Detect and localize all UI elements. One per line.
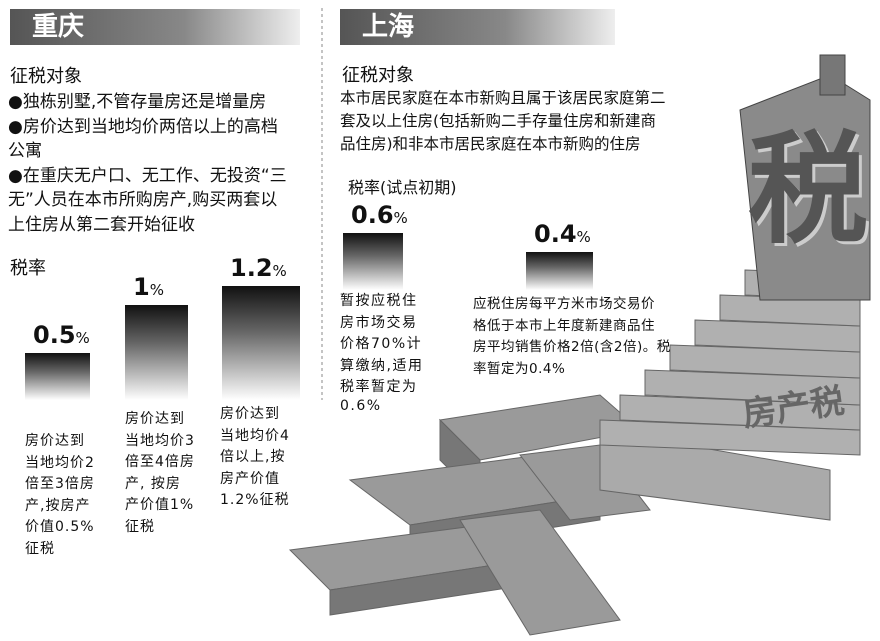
rate-description: 倍至4倍房 [125, 454, 195, 470]
rate-unit: % [149, 281, 164, 299]
rate-value: 1 [133, 273, 150, 301]
rate-description: 倍以上,按 [220, 449, 286, 465]
rate-description: 产, 按房 [125, 475, 181, 492]
rate-description: 价值0.5% [25, 519, 95, 535]
rate-unit: % [393, 209, 408, 227]
stairs [599, 269, 861, 456]
rate-bar [343, 233, 403, 290]
subject-heading: 征税对象 [342, 65, 414, 86]
rate-description: 房价达到 [125, 411, 185, 427]
rate-description: 房产价值 [220, 470, 280, 487]
rate-description: 暂按应税住 [340, 293, 418, 309]
rate-description: 应税住房每平方米市场交易价 [473, 296, 655, 312]
section-title: 上海 [340, 9, 615, 45]
rate-value: 0.5 [33, 320, 76, 349]
rate-bar [222, 286, 300, 400]
rate-description: 价格70%计 [340, 336, 423, 352]
rate-description: 率暂定为0.4% [473, 360, 566, 377]
building [739, 54, 871, 301]
rate-description: 当地均价4 [220, 427, 290, 444]
rate-value: 0.4 [534, 220, 577, 248]
rate-description: 房平均销售价格2倍(含2倍)。税 [473, 339, 671, 355]
rate-description: 房价达到 [220, 406, 280, 422]
rate-description: 税率暂定为 [340, 379, 418, 395]
rate-heading: 税率 [10, 258, 46, 279]
subject-line: 本市居民家庭在本市新购且属于该居民家庭第二 [340, 89, 666, 107]
subject-line: 品住房)和非本市居民家庭在本市新购的住房 [340, 135, 641, 153]
rate-description: 产价值1% [125, 497, 195, 513]
rate-description: 征税 [25, 540, 55, 557]
rate-bar [125, 305, 188, 400]
subject-item: ●房价达到当地均价两倍以上的高档 [8, 116, 278, 137]
rate-description: 当地均价3 [125, 432, 195, 449]
rate-description: 当地均价2 [25, 454, 95, 471]
rate-description: 格低于本市上年度新建商品住 [473, 317, 655, 334]
rate-label: 1% [133, 273, 164, 301]
rate-bar [526, 252, 593, 290]
subject-item: 上住房从第二套开始征收 [8, 214, 195, 235]
building-text: 税 [748, 121, 868, 260]
rate-description: 倍至3倍房 [25, 476, 95, 492]
rate-unit: % [75, 328, 90, 347]
rate-label: 0.5% [33, 321, 90, 349]
subject-item: ●在重庆无户口、无工作、无投资“三 [8, 165, 287, 186]
rate-value: 0.6 [351, 201, 394, 229]
subject-item: 公寓 [8, 141, 42, 161]
rate-description: 算缴纳,适用 [340, 357, 424, 374]
rate-description: 1.2%征税 [220, 492, 290, 508]
rate-description: 房市场交易 [340, 314, 418, 331]
rate-description: 产,按房产 [25, 497, 91, 514]
subject-line: 套及以上住房(包括新购二手存量住房和新建商 [340, 112, 657, 130]
subject-heading: 征税对象 [10, 66, 82, 87]
rate-value: 1.2 [230, 254, 273, 282]
subject-item: 无”人员在本市所购房产,购买两套以 [8, 190, 278, 210]
rate-description: 征税 [125, 518, 155, 535]
subject-item: ●独栋别墅,不管存量房还是增量房 [8, 92, 267, 112]
rate-description: 房价达到 [25, 433, 85, 449]
section-title: 重庆 [10, 9, 300, 45]
rate-unit: % [272, 262, 287, 280]
rate-label: 1.2% [230, 254, 287, 282]
rate-label: 0.6% [351, 201, 408, 229]
rate-unit: % [576, 228, 591, 246]
yen-slabs [288, 394, 831, 636]
rate-label: 0.4% [534, 220, 591, 248]
rate-bar [25, 352, 90, 400]
rate-description: 0.6% [340, 397, 382, 414]
rate-heading: 税率(试点初期) [348, 178, 457, 197]
